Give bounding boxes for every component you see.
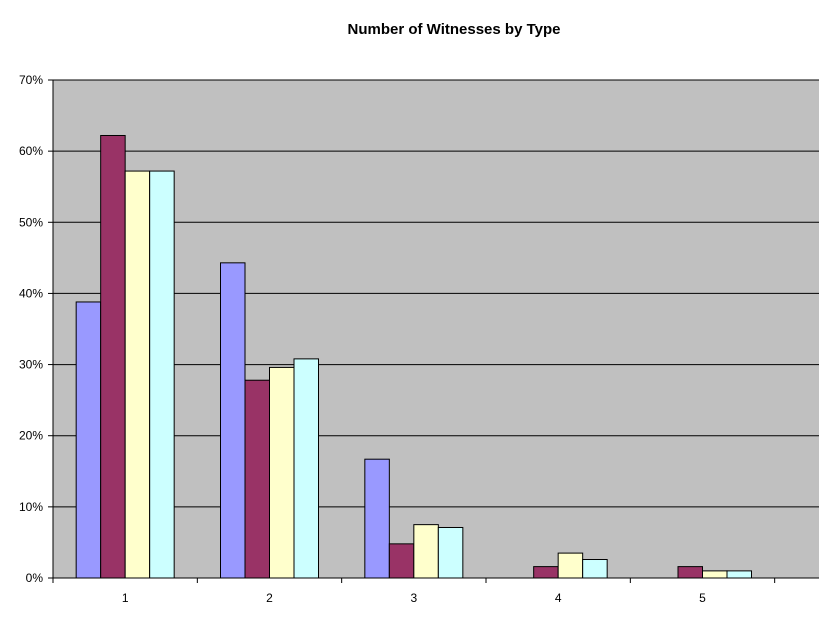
y-tick-label: 30% [19,358,43,372]
bar-2-series-2 [244,379,270,579]
y-tick-label: 0% [26,571,44,585]
bar-4-series-2 [533,566,559,579]
bar-5-series-4 [726,570,752,579]
bar-4-series-3 [557,552,584,579]
bar-2-series-1 [220,262,246,579]
x-tick-label: 2 [266,591,273,605]
bar-1-series-3 [124,170,151,579]
y-tick-label: 20% [19,429,43,443]
y-tick-label: 10% [19,500,43,514]
bar-5-series-2 [677,566,703,579]
y-tick-label: 40% [19,286,43,300]
x-tick-label: 1 [122,591,129,605]
bar-4-series-4 [582,559,608,579]
x-tick-label: 5 [699,591,706,605]
bar-3-series-4 [437,526,464,579]
chart-title: Number of Witnesses by Type [347,21,561,38]
y-tick-label: 50% [19,215,43,229]
x-tick-label: 4 [555,591,562,605]
y-tick-label: 70% [19,73,43,87]
bar-3-series-1 [364,458,390,579]
bar-2-series-4 [293,358,319,579]
bar-2-series-3 [269,366,295,579]
bar-1-series-2 [100,134,126,579]
bar-5-series-3 [702,570,728,579]
x-tick-label: 3 [410,591,417,605]
y-tick-label: 60% [19,144,43,158]
bar-3-series-3 [413,524,439,579]
bar-1-series-1 [75,301,102,579]
bar-3-series-2 [388,543,415,579]
bar-1-series-4 [149,170,175,579]
